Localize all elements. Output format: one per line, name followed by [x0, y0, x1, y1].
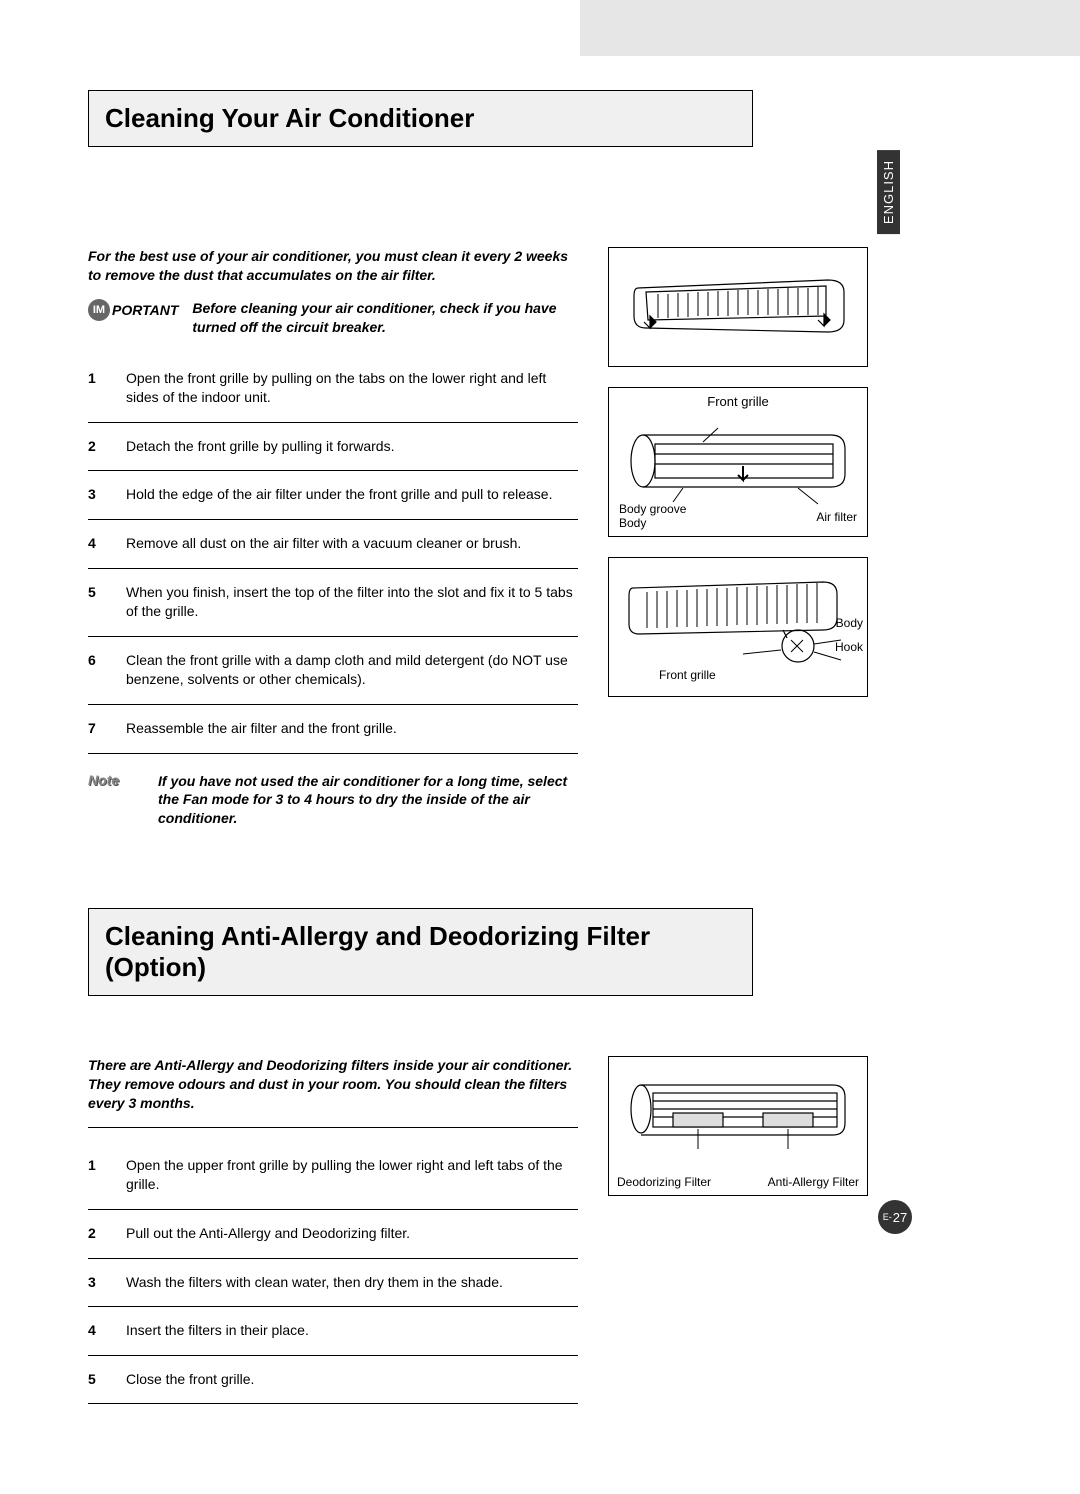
step-number: 1 — [88, 1156, 106, 1195]
fig2-label-front-grille: Front grille — [707, 394, 768, 409]
step-row: 2 Detach the front grille by pulling it … — [88, 423, 578, 472]
step-row: 1 Open the upper front grille by pulling… — [88, 1142, 578, 1210]
step-text: When you finish, insert the top of the f… — [126, 583, 578, 622]
fig3-label-front-grille: Front grille — [659, 668, 716, 682]
step-number: 5 — [88, 583, 106, 622]
step-number: 3 — [88, 1273, 106, 1293]
step-row: 5 Close the front grille. — [88, 1356, 578, 1405]
section1-intro: For the best use of your air conditioner… — [88, 247, 578, 285]
step-text: Remove all dust on the air filter with a… — [126, 534, 578, 554]
important-label: IMPORTANT — [88, 299, 178, 321]
fig3-label-hook: Hook — [835, 640, 863, 654]
step-text: Pull out the Anti-Allergy and Deodorizin… — [126, 1224, 578, 1244]
step-row: 3 Wash the filters with clean water, the… — [88, 1259, 578, 1308]
step-number: 5 — [88, 1370, 106, 1390]
section1-figures: Front grille Body groove Bo — [608, 247, 868, 828]
unit-open-icon — [628, 258, 848, 348]
section1-content: For the best use of your air conditioner… — [88, 247, 992, 828]
fig2-label-air-filter: Air filter — [816, 510, 857, 524]
important-callout: IMPORTANT Before cleaning your air condi… — [88, 299, 578, 337]
section2-left: There are Anti-Allergy and Deodorizing f… — [88, 1056, 578, 1404]
fig3-label-body: Body — [836, 616, 863, 630]
step-row: 1 Open the front grille by pulling on th… — [88, 355, 578, 423]
step-row: 4 Remove all dust on the air filter with… — [88, 520, 578, 569]
note-callout: Note If you have not used the air condit… — [88, 754, 578, 829]
step-number: 2 — [88, 1224, 106, 1244]
section2-content: There are Anti-Allergy and Deodorizing f… — [88, 1056, 992, 1404]
step-number: 6 — [88, 651, 106, 690]
figure-filters: Deodorizing Filter Anti-Allergy Filter — [608, 1056, 868, 1196]
figure-unit-open — [608, 247, 868, 367]
fig4-label-deodorizing: Deodorizing Filter — [617, 1175, 711, 1189]
step-row: 5 When you finish, insert the top of the… — [88, 569, 578, 637]
section2-intro: There are Anti-Allergy and Deodorizing f… — [88, 1056, 578, 1128]
step-text: Insert the filters in their place. — [126, 1321, 578, 1341]
step-text: Detach the front grille by pulling it fo… — [126, 437, 578, 457]
step-row: 3 Hold the edge of the air filter under … — [88, 471, 578, 520]
step-text: Open the upper front grille by pulling t… — [126, 1156, 578, 1195]
language-tab: ENGLISH — [877, 150, 900, 234]
step-text: Reassemble the air filter and the front … — [126, 719, 578, 739]
fig2-label-body-groove: Body groove — [619, 502, 686, 516]
note-text: If you have not used the air conditioner… — [158, 772, 578, 829]
important-badge-icon: IM — [88, 299, 110, 321]
page-number-prefix: E- — [883, 1212, 892, 1222]
section1-title: Cleaning Your Air Conditioner — [88, 90, 753, 147]
fig2-label-body: Body — [619, 516, 646, 530]
step-row: 4 Insert the filters in their place. — [88, 1307, 578, 1356]
step-row: 7 Reassemble the air filter and the fron… — [88, 705, 578, 754]
step-text: Open the front grille by pulling on the … — [126, 369, 578, 408]
figure-reassemble: Body Hook Front grille — [608, 557, 868, 697]
filters-icon — [623, 1067, 853, 1162]
step-number: 4 — [88, 1321, 106, 1341]
step-number: 3 — [88, 485, 106, 505]
figure-front-grille: Front grille Body groove Bo — [608, 387, 868, 537]
step-row: 2 Pull out the Anti-Allergy and Deodoriz… — [88, 1210, 578, 1259]
step-text: Hold the edge of the air filter under th… — [126, 485, 578, 505]
step-number: 4 — [88, 534, 106, 554]
section2-figures: Deodorizing Filter Anti-Allergy Filter — [608, 1056, 868, 1404]
step-number: 1 — [88, 369, 106, 408]
header-grey-band — [580, 0, 1080, 56]
step-number: 2 — [88, 437, 106, 457]
page-number: 27 — [893, 1210, 907, 1225]
step-text: Clean the front grille with a damp cloth… — [126, 651, 578, 690]
step-row: 6 Clean the front grille with a damp clo… — [88, 637, 578, 705]
reassemble-icon — [623, 568, 853, 678]
fig4-label-antiallergy: Anti-Allergy Filter — [768, 1175, 859, 1189]
step-text: Wash the filters with clean water, then … — [126, 1273, 578, 1293]
front-grille-icon — [623, 416, 853, 511]
note-label: Note — [88, 772, 138, 829]
important-label-text: PORTANT — [112, 302, 178, 318]
step-number: 7 — [88, 719, 106, 739]
page-number-badge: E-27 — [878, 1200, 912, 1234]
step-text: Close the front grille. — [126, 1370, 578, 1390]
section2-title: Cleaning Anti-Allergy and Deodorizing Fi… — [88, 908, 753, 996]
section1-left: For the best use of your air conditioner… — [88, 247, 578, 828]
manual-page: ENGLISH Cleaning Your Air Conditioner Fo… — [0, 0, 1080, 1494]
important-text: Before cleaning your air conditioner, ch… — [192, 299, 578, 337]
